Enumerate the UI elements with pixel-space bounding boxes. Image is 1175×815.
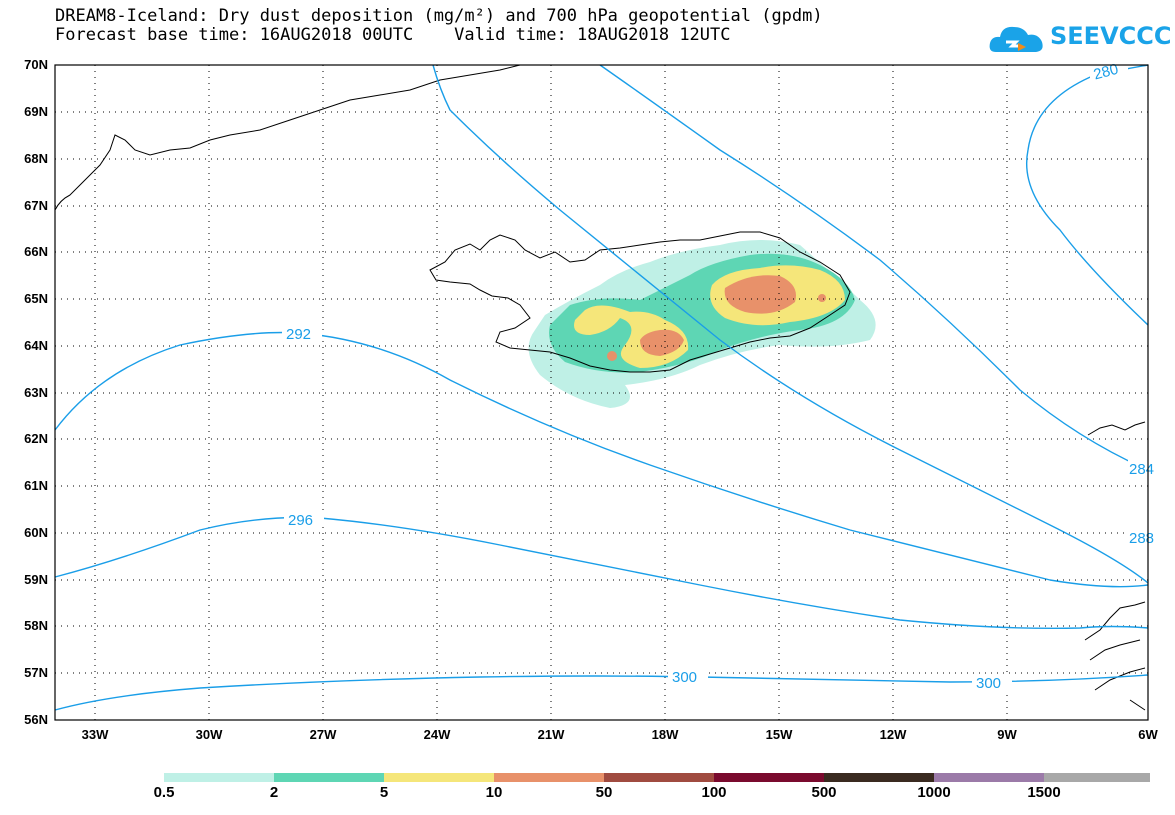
lat-label: 62N [24,431,48,446]
lon-label: 6W [1138,727,1158,742]
contour-label: 284 [1129,461,1154,478]
lon-label: 18W [652,727,679,742]
legend-swatch [1044,773,1150,782]
lat-label: 65N [24,291,48,306]
forecast-times: Forecast base time: 16AUG2018 00UTC Vali… [55,25,731,45]
lon-label: 15W [766,727,793,742]
lat-label: 56N [24,712,48,727]
lat-label: 69N [24,104,48,119]
legend-swatch [934,773,1044,782]
lon-label: 9W [997,727,1017,742]
legend-swatch [714,773,824,782]
legend-swatch [164,773,274,782]
legend-swatch [274,773,384,782]
contour-label: 280 [1092,61,1121,84]
legend-swatch [604,773,714,782]
lat-label: 58N [24,618,48,633]
legend-swatch [384,773,494,782]
lat-label: 68N [24,151,48,166]
coastlines [54,64,1146,711]
lat-label: 64N [24,338,48,353]
lat-label: 57N [24,665,48,680]
lat-label: 63N [24,385,48,400]
legend-label: 0.5 [153,784,175,801]
lat-label: 60N [24,525,48,540]
logo-text: SEEVCCC [1050,22,1172,50]
lat-label: 67N [24,198,48,213]
map-title: DREAM8-Iceland: Dry dust deposition (mg/… [55,6,823,26]
contour-label: 288 [1129,530,1154,547]
legend-swatch [494,773,604,782]
contour-label: 296 [288,512,313,529]
seevccc-logo-icon [989,26,1043,52]
dust-field [528,240,876,408]
graticule [55,65,1148,720]
contour-label: 292 [286,326,311,343]
legend-label: 500 [811,784,837,801]
lon-label: 24W [424,727,451,742]
lat-label: 70N [24,57,48,72]
legend-label: 2 [269,784,279,801]
lon-label: 27W [310,727,337,742]
legend-label: 50 [595,784,613,801]
lat-label: 59N [24,572,48,587]
lon-label: 30W [196,727,223,742]
contour-label: 300 [976,675,1001,692]
legend-label: 1000 [917,784,951,801]
legend-label: 100 [701,784,727,801]
lon-label: 33W [82,727,109,742]
legend-label: 5 [379,784,389,801]
contour-label: 300 [672,669,697,686]
legend-label: 10 [485,784,503,801]
lon-label: 12W [880,727,907,742]
lat-label: 61N [24,478,48,493]
map-frame [54,64,1149,721]
legend-swatch [824,773,934,782]
lat-label: 66N [24,244,48,259]
lon-label: 21W [538,727,565,742]
legend-label: 1500 [1027,784,1061,801]
